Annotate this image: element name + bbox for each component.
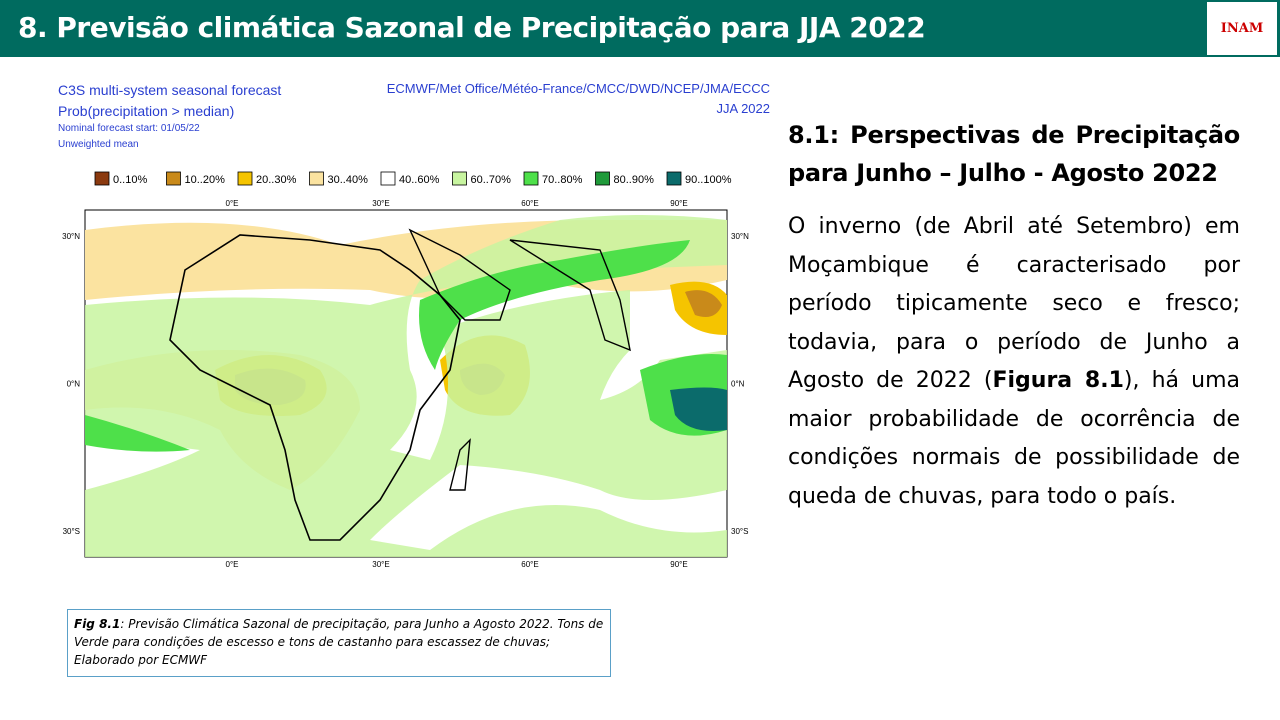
- map-area: [84, 209, 728, 558]
- map-subtitle: Unweighted mean: [58, 139, 139, 150]
- text-section: 8.1: Perspectivas de Precipitação para J…: [788, 116, 1240, 516]
- figure-reference: Figura 8.1: [992, 368, 1124, 393]
- lat-label: 30°N: [62, 232, 80, 241]
- section-paragraph: O inverno (de Abril até Setembro) em Moç…: [788, 208, 1240, 516]
- lat-label: 0°N: [731, 380, 745, 389]
- coastline: [169, 234, 461, 541]
- map-title: C3S multi-system seasonal forecast: [58, 82, 281, 98]
- lon-label: 30°E: [372, 199, 389, 208]
- field: [85, 215, 727, 557]
- lon-label: 90°E: [670, 199, 687, 208]
- lat-label: 30°N: [731, 232, 749, 241]
- section-heading: 8.1: Perspectivas de Precipitação para J…: [788, 121, 1240, 187]
- field: [685, 290, 722, 318]
- lon-label: 30°E: [372, 560, 389, 569]
- legend-label: 40..60%: [399, 174, 440, 186]
- slide-title: 8. Previsão climática Sazonal de Precipi…: [18, 11, 926, 44]
- header: 8. Previsão climática Sazonal de Precipi…: [0, 0, 1280, 57]
- lat-label: 30°S: [731, 527, 748, 536]
- caption-text: : Previsão Climática Sazonal de precipit…: [74, 617, 604, 667]
- lon-label: 60°E: [521, 560, 538, 569]
- field: [85, 415, 190, 452]
- legend-label: 10..20%: [185, 174, 226, 186]
- paragraph-text: ), há uma maior probabilidade de ocorrên…: [788, 368, 1241, 509]
- legend-swatch: [94, 171, 110, 186]
- lat-label: 30°S: [63, 527, 80, 536]
- coastline: [408, 228, 631, 491]
- paragraph-text: O inverno (de Abril até Setembro) em Moç…: [788, 214, 1240, 393]
- legend-label: 20..30%: [256, 174, 297, 186]
- lon-label: 0°E: [226, 199, 239, 208]
- map-source: ECMWF/Met Office/Météo-France/CMCC/DWD/N…: [387, 81, 770, 96]
- legend-label: 30..40%: [328, 174, 369, 186]
- forecast-map: C3S multi-system seasonal forecast Prob(p…: [58, 81, 770, 569]
- map-period: JJA 2022: [717, 101, 771, 116]
- lon-label: 90°E: [670, 560, 687, 569]
- map-texts: C3S multi-system seasonal forecast Prob(p…: [58, 81, 770, 569]
- field: [419, 240, 690, 370]
- legend-swatch: [452, 171, 467, 186]
- legend-swatch: [523, 171, 539, 186]
- map-subtitle: Nominal forecast start: 01/05/22: [58, 123, 200, 134]
- lat-label: 0°N: [67, 380, 81, 389]
- legend-swatch: [595, 171, 610, 186]
- lon-label: 60°E: [521, 199, 538, 208]
- map-title: Prob(precipitation > median): [58, 103, 234, 119]
- legend-swatch: [237, 171, 253, 186]
- legend-swatch: [666, 171, 682, 186]
- legend-label: 70..80%: [542, 174, 583, 186]
- legend-label: 90..100%: [685, 174, 732, 186]
- legend-label: 80..90%: [614, 174, 655, 186]
- figure-caption: Fig 8.1: Previsão Climática Sazonal de p…: [67, 609, 611, 677]
- legend-swatch: [309, 171, 324, 186]
- map-fields: [85, 215, 727, 557]
- logo-text: INAM: [1220, 21, 1264, 36]
- field: [670, 387, 727, 431]
- legend-label: 60..70%: [471, 174, 512, 186]
- legend-label: 0..10%: [113, 174, 147, 186]
- lon-label: 0°E: [226, 560, 239, 569]
- legend-swatch: [166, 171, 181, 186]
- legend-swatch: [380, 171, 396, 186]
- caption-label: Fig 8.1: [74, 617, 121, 631]
- logo: INAM: [1207, 2, 1277, 55]
